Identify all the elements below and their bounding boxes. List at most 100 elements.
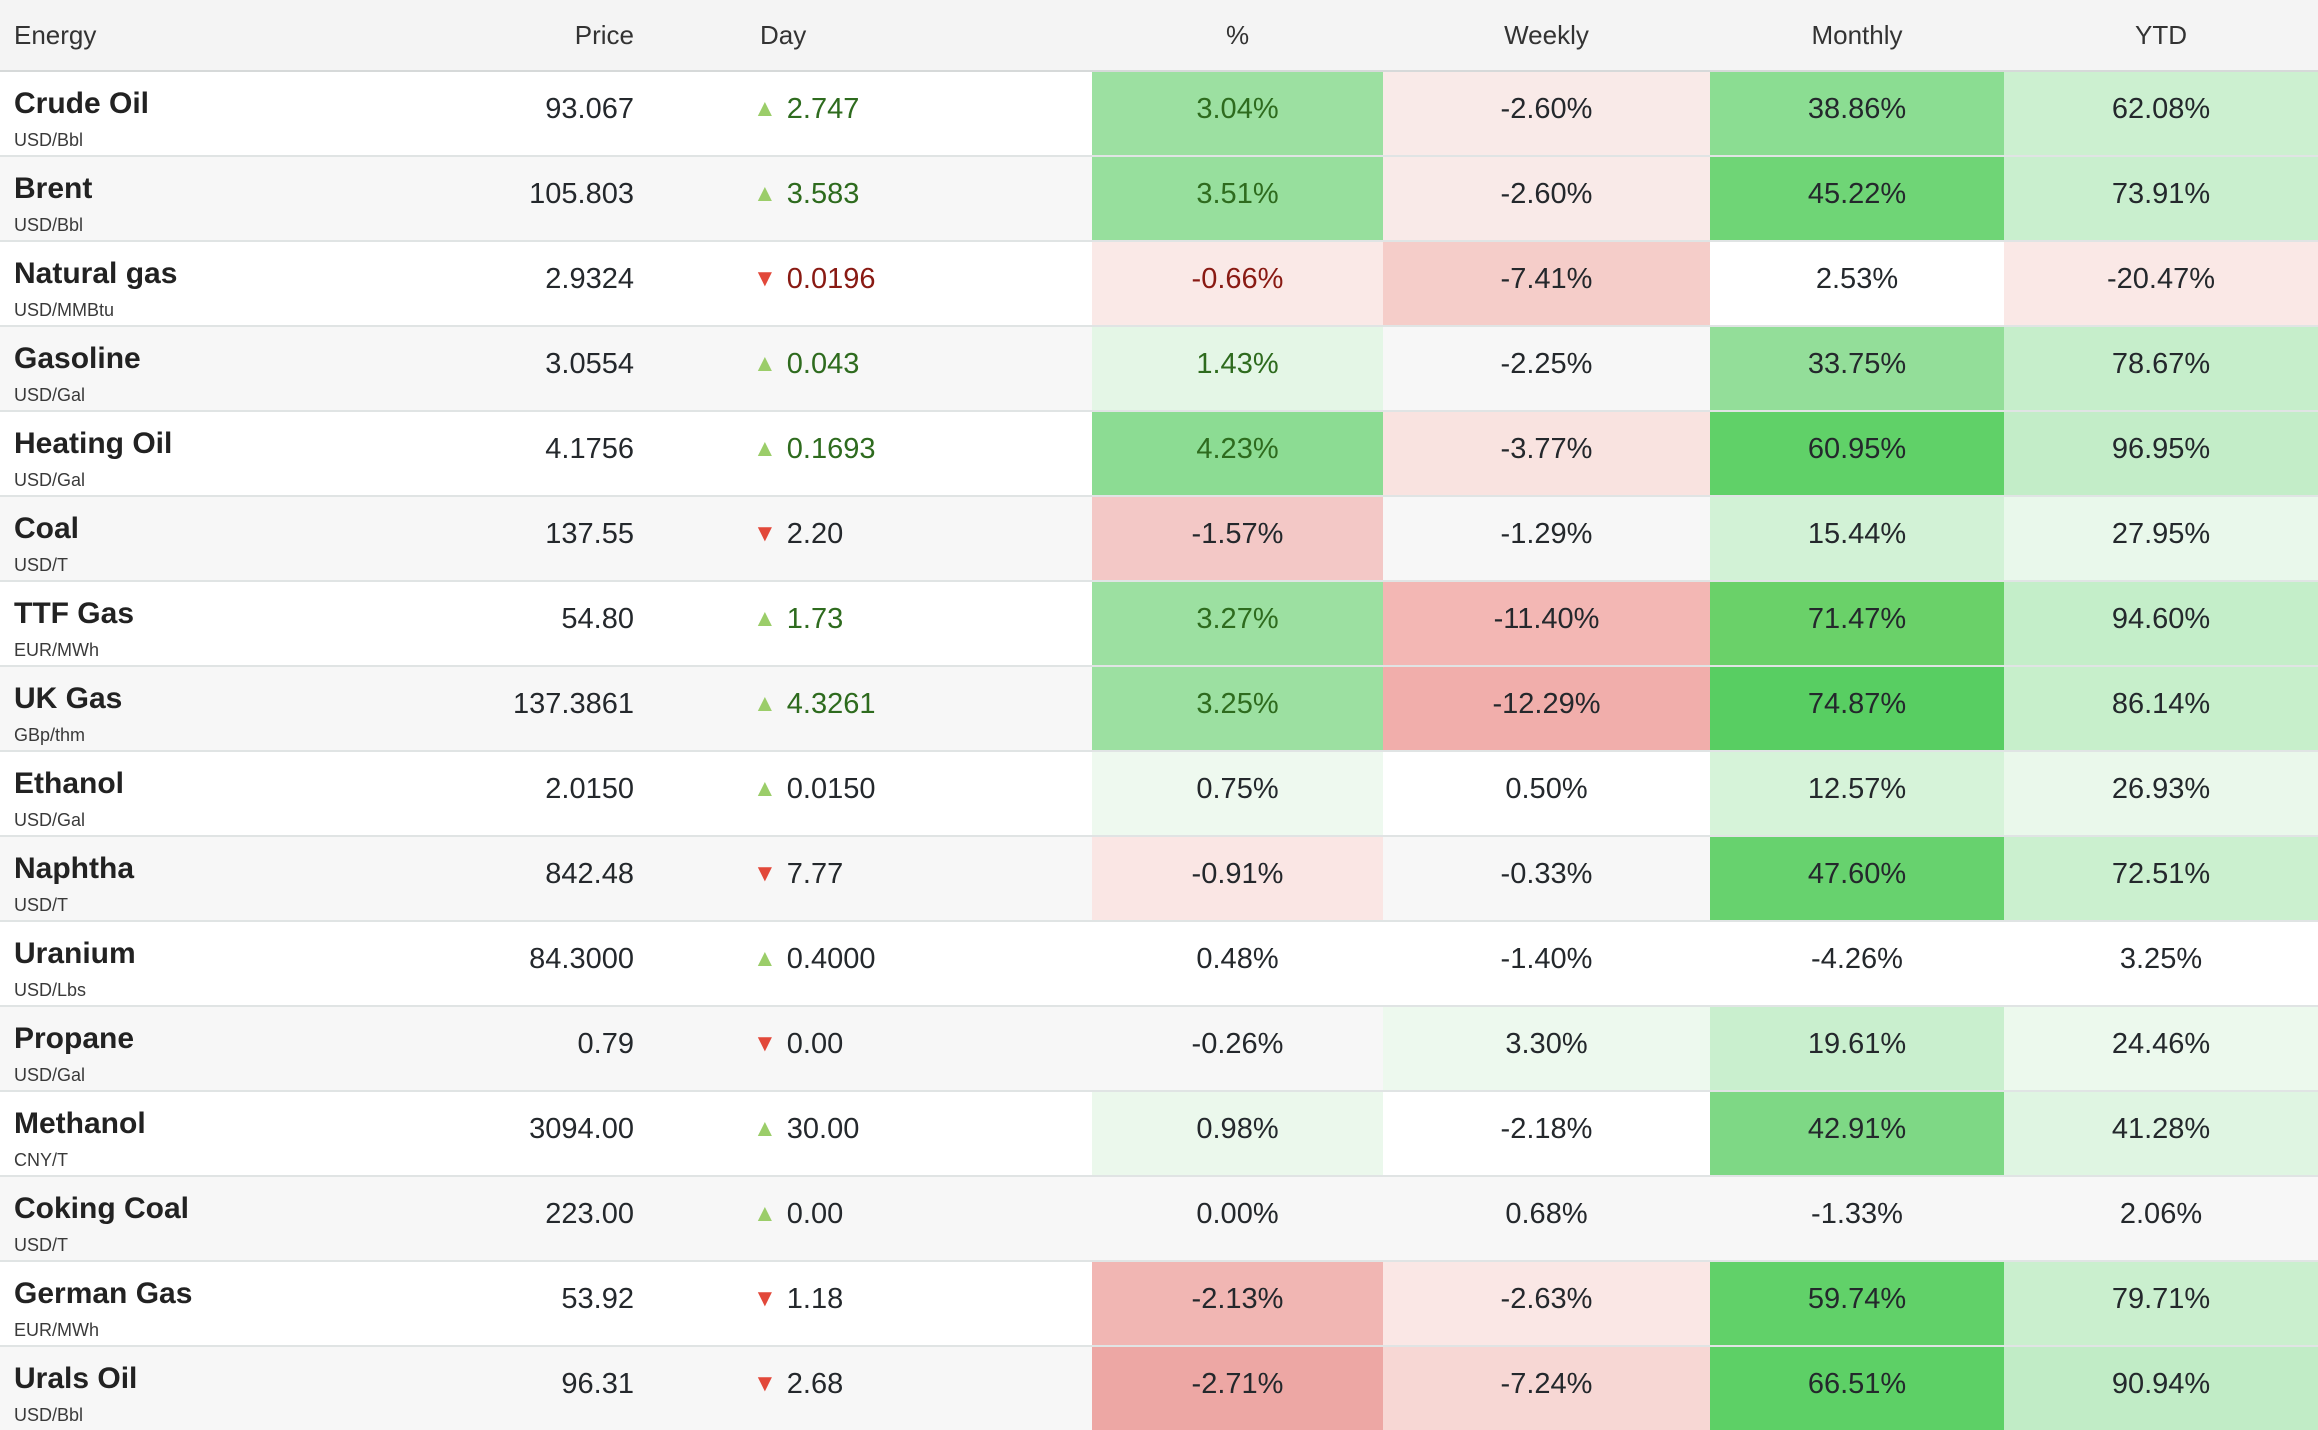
commodity-unit: GBp/thm [14,725,86,745]
commodity-name-link[interactable]: Naphtha [14,852,134,885]
commodity-cell: Uranium USD/Lbs [0,920,450,1006]
ytd-change-cell: 24.46% [2004,1005,2318,1091]
column-header-energy: Energy [0,0,450,72]
commodity-name-link[interactable]: Coal [14,512,80,545]
percent-change-cell: 0.98% [1092,1090,1383,1176]
percent-change-cell: -1.57% [1092,495,1383,581]
day-change-value: 30.00 [786,1113,860,1145]
day-change-cell: ▼ 0.0196 [650,240,1092,326]
commodity-unit: USD/Lbs [14,980,87,1000]
commodity-name-link[interactable]: Heating Oil [14,427,173,460]
table-row: Natural gas USD/MMBtu 2.9324 ▼ 0.0196 -0.66% -… [0,240,2318,326]
day-change-cell: ▲ 0.0150 [650,750,1092,836]
weekly-change-cell: 0.50% [1383,750,1710,836]
ytd-change-cell: 27.95% [2004,495,2318,581]
monthly-change-cell: 45.22% [1710,155,2004,241]
table-row: Urals Oil USD/Bbl 96.31 ▼ 2.68 -2.71% -7.24% 66… [0,1345,2318,1430]
day-change-cell: ▲ 0.1693 [650,410,1092,496]
commodity-cell: Propane USD/Gal [0,1005,450,1091]
column-header-day: Day [650,0,1092,72]
percent-change-cell: 3.51% [1092,155,1383,241]
ytd-change-cell: 2.06% [2004,1175,2318,1261]
monthly-change-cell: 12.57% [1710,750,2004,836]
ytd-change-cell: 26.93% [2004,750,2318,836]
monthly-change-cell: 47.60% [1710,835,2004,921]
monthly-change-cell: 71.47% [1710,580,2004,666]
commodity-name-link[interactable]: German Gas [14,1277,193,1310]
percent-change-cell: 1.43% [1092,325,1383,411]
weekly-change-cell: 0.68% [1383,1175,1710,1261]
arrow-up-icon: ▲ [753,945,777,972]
commodity-name-link[interactable]: TTF Gas [14,597,135,630]
arrow-down-icon: ▼ [753,1030,777,1057]
ytd-change-cell: 86.14% [2004,665,2318,751]
arrow-up-icon: ▲ [753,95,777,122]
commodity-name-link[interactable]: Propane [14,1022,135,1055]
weekly-change-cell: -0.33% [1383,835,1710,921]
weekly-change-cell: -3.77% [1383,410,1710,496]
commodity-unit: USD/T [14,895,68,915]
table-row: German Gas EUR/MWh 53.92 ▼ 1.18 -2.13% -2.63% 5… [0,1260,2318,1346]
day-change-cell: ▲ 0.00 [650,1175,1092,1261]
percent-change-cell: 3.25% [1092,665,1383,751]
ytd-change-cell: 72.51% [2004,835,2318,921]
weekly-change-cell: -11.40% [1383,580,1710,666]
arrow-up-icon: ▲ [753,605,777,632]
commodity-name-link[interactable]: Crude Oil [14,87,150,120]
commodity-unit: USD/Gal [14,470,86,490]
day-change-value: 2.747 [786,93,860,125]
day-change-cell: ▲ 30.00 [650,1090,1092,1176]
commodity-unit: CNY/T [14,1150,68,1170]
price-value: 2.0150 [450,750,650,836]
commodity-name-link[interactable]: Methanol [14,1107,146,1140]
arrow-down-icon: ▼ [753,1370,777,1397]
monthly-change-cell: 19.61% [1710,1005,2004,1091]
table-row: Uranium USD/Lbs 84.3000 ▲ 0.4000 0.48% -1.40% -… [0,920,2318,1006]
price-value: 3094.00 [450,1090,650,1176]
price-value: 223.00 [450,1175,650,1261]
ytd-change-cell: 3.25% [2004,920,2318,1006]
price-value: 84.3000 [450,920,650,1006]
day-change-cell: ▼ 2.20 [650,495,1092,581]
commodity-cell: UK Gas GBp/thm [0,665,450,751]
weekly-change-cell: -1.40% [1383,920,1710,1006]
arrow-down-icon: ▼ [753,860,777,887]
commodity-name-link[interactable]: Uranium [14,937,136,970]
commodity-cell: German Gas EUR/MWh [0,1260,450,1346]
commodity-name-link[interactable]: Brent [14,172,93,205]
commodity-unit: USD/Gal [14,810,86,830]
percent-change-cell: -0.91% [1092,835,1383,921]
price-value: 3.0554 [450,325,650,411]
commodity-cell: Urals Oil USD/Bbl [0,1345,450,1430]
price-value: 137.3861 [450,665,650,751]
price-value: 842.48 [450,835,650,921]
price-value: 2.9324 [450,240,650,326]
table-row: Heating Oil USD/Gal 4.1756 ▲ 0.1693 4.23% -3.7… [0,410,2318,496]
price-value: 54.80 [450,580,650,666]
commodity-name-link[interactable]: Coking Coal [14,1192,190,1225]
table-row: Crude Oil USD/Bbl 93.067 ▲ 2.747 3.04% -2.60% 3… [0,70,2318,156]
column-header-monthly: Monthly [1710,0,2004,72]
commodity-cell: Coal USD/T [0,495,450,581]
commodity-cell: Methanol CNY/T [0,1090,450,1176]
day-change-value: 0.0196 [786,263,876,295]
monthly-change-cell: -4.26% [1710,920,2004,1006]
table-row: Propane USD/Gal 0.79 ▼ 0.00 -0.26% 3.30% 19.61%… [0,1005,2318,1091]
commodity-name-link[interactable]: Gasoline [14,342,141,375]
price-value: 137.55 [450,495,650,581]
ytd-change-cell: 94.60% [2004,580,2318,666]
percent-change-cell: 0.75% [1092,750,1383,836]
commodity-unit: USD/MMBtu [14,300,115,320]
table-header: Energy Price Day % Weekly Monthly YTD [0,0,2318,72]
commodity-name-link[interactable]: UK Gas [14,682,123,715]
table-row: UK Gas GBp/thm 137.3861 ▲ 4.3261 3.25% -12.29%… [0,665,2318,751]
commodity-name-link[interactable]: Urals Oil [14,1362,138,1395]
table-row: Coking Coal USD/T 223.00 ▲ 0.00 0.00% 0.68% -1.… [0,1175,2318,1261]
day-change-cell: ▼ 7.77 [650,835,1092,921]
weekly-change-cell: -2.18% [1383,1090,1710,1176]
price-value: 4.1756 [450,410,650,496]
commodity-name-link[interactable]: Natural gas [14,257,178,290]
commodity-name-link[interactable]: Ethanol [14,767,124,800]
monthly-change-cell: 38.86% [1710,70,2004,156]
